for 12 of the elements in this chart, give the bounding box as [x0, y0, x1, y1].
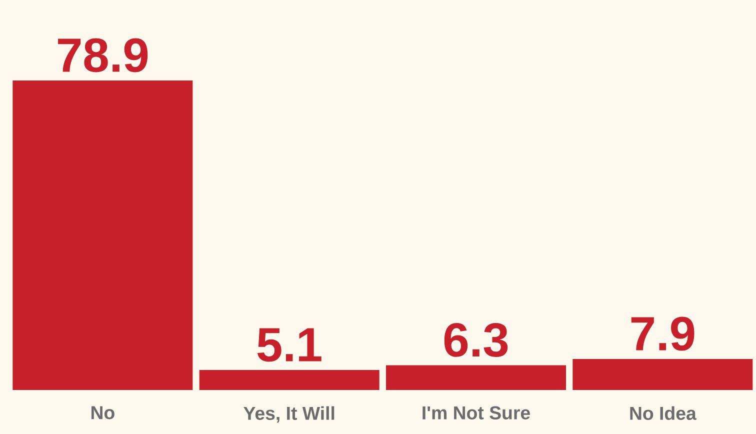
x-tick-label: No [91, 406, 114, 420]
bar [386, 365, 566, 390]
data-label: 5.1 [257, 328, 322, 362]
bar [199, 370, 380, 390]
data-label: 6.3 [444, 322, 508, 358]
x-tick-label: I'm Not Sure [422, 406, 530, 420]
bar [12, 80, 193, 390]
x-tick-label: Yes, It Will [244, 406, 334, 423]
data-label: 78.9 [58, 38, 148, 72]
data-label: 7.9 [631, 316, 694, 351]
x-tick-label: No Idea [630, 406, 696, 420]
bar [572, 358, 753, 390]
